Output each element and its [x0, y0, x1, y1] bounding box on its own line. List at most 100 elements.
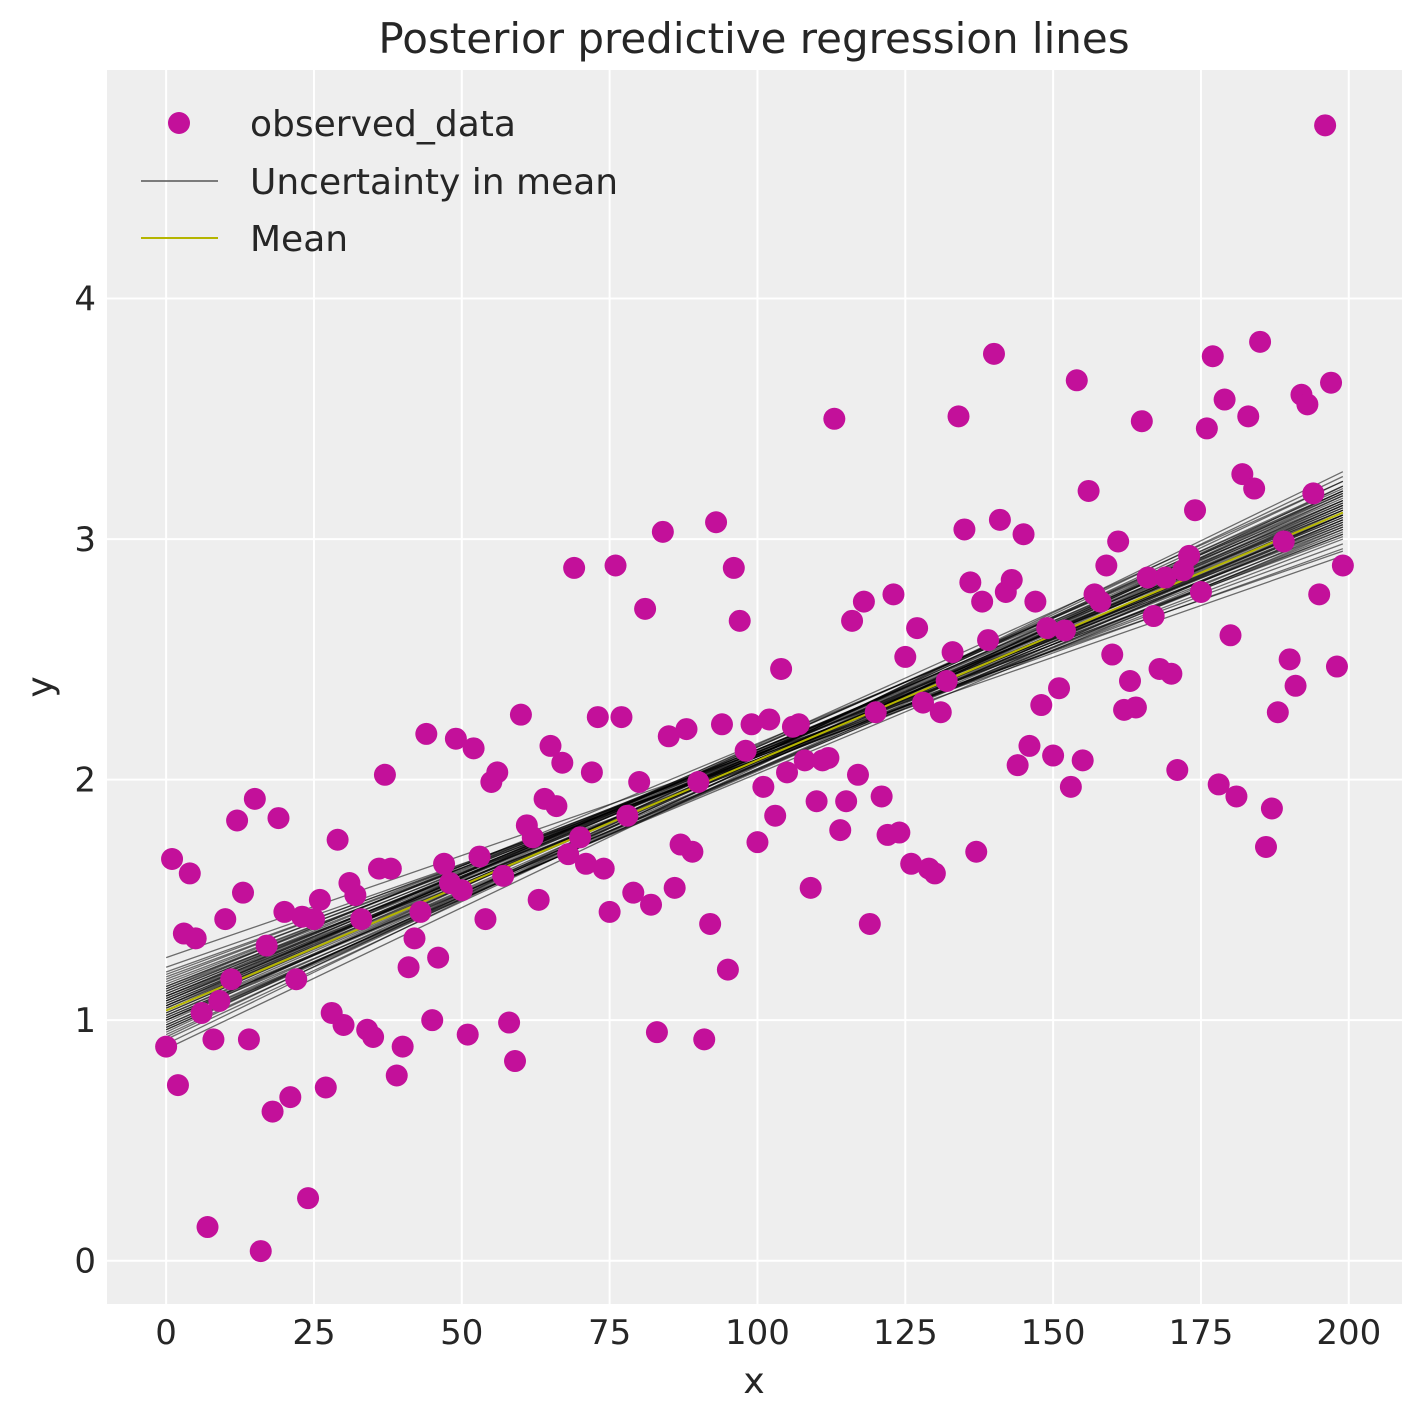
observed-point — [628, 771, 651, 794]
observed-point — [1225, 785, 1248, 808]
observed-point — [681, 840, 704, 863]
grid-lines — [107, 70, 1402, 1304]
observed-point — [651, 520, 674, 543]
x-tick-label: 150 — [1021, 1313, 1086, 1353]
observed-point — [1302, 482, 1325, 505]
legend-mean-label: Mean — [250, 219, 348, 260]
observed-point — [640, 893, 663, 916]
observed-point — [314, 1076, 337, 1099]
observed-point — [1254, 835, 1277, 858]
observed-point — [1154, 566, 1177, 589]
observed-point — [734, 739, 757, 762]
observed-point — [699, 912, 722, 935]
observed-point — [166, 1074, 189, 1097]
observed-point — [574, 852, 597, 875]
observed-point — [551, 751, 574, 774]
observed-point — [604, 554, 627, 577]
observed-point — [929, 701, 952, 724]
observed-point — [1042, 744, 1065, 767]
y-tick-label: 2 — [74, 761, 96, 801]
observed-point — [580, 761, 603, 784]
observed-point — [391, 1035, 414, 1058]
observed-point — [722, 556, 745, 579]
y-axis-label: y — [20, 676, 61, 697]
observed-point — [1320, 371, 1343, 394]
y-tick-label: 4 — [74, 280, 96, 320]
observed-point — [817, 746, 840, 769]
observed-point — [344, 884, 367, 907]
observed-point — [610, 706, 633, 729]
observed-point — [421, 1009, 444, 1032]
observed-point — [764, 804, 787, 827]
observed-point — [285, 968, 308, 991]
observed-point — [504, 1050, 527, 1073]
observed-point — [705, 511, 728, 534]
observed-point — [634, 597, 657, 620]
x-tick-label: 0 — [155, 1313, 177, 1353]
observed-point — [1059, 775, 1082, 798]
observed-point — [196, 1216, 219, 1239]
observed-point — [1018, 734, 1041, 757]
observed-point — [509, 703, 532, 726]
observed-point — [687, 771, 710, 794]
observed-point — [1077, 479, 1100, 502]
observed-point — [1178, 544, 1201, 567]
observed-point — [1166, 758, 1189, 781]
observed-point — [900, 852, 923, 875]
observed-point — [249, 1240, 272, 1263]
observed-point — [752, 775, 775, 798]
observed-point — [456, 1023, 479, 1046]
observed-point — [728, 609, 751, 632]
x-tick-label: 75 — [588, 1313, 631, 1353]
observed-point — [161, 847, 184, 870]
observed-point — [793, 749, 816, 772]
observed-point — [1160, 662, 1183, 685]
observed-point — [450, 879, 473, 902]
observed-point — [521, 826, 544, 849]
observed-point — [657, 725, 680, 748]
observed-point — [178, 862, 201, 885]
observed-point — [563, 556, 586, 579]
observed-point — [1184, 499, 1207, 522]
observed-point — [332, 1013, 355, 1036]
observed-point — [799, 876, 822, 899]
observed-point — [326, 828, 349, 851]
observed-point — [427, 946, 450, 969]
observed-point — [397, 956, 420, 979]
observed-point — [823, 407, 846, 430]
observed-point — [302, 908, 325, 931]
observed-point — [267, 807, 290, 830]
observed-point — [906, 617, 929, 640]
observed-point — [243, 787, 266, 810]
observed-point — [645, 1021, 668, 1044]
observed-point — [941, 641, 964, 664]
observed-point — [545, 795, 568, 818]
observed-point — [740, 713, 763, 736]
observed-point — [1314, 114, 1337, 137]
observed-point — [1325, 655, 1348, 678]
observed-point — [1189, 580, 1212, 603]
observed-point — [888, 821, 911, 844]
observed-point — [1195, 417, 1218, 440]
observed-point — [592, 857, 615, 880]
observed-point — [1095, 554, 1118, 577]
observed-point — [486, 761, 509, 784]
observed-point — [237, 1028, 260, 1051]
observed-point — [220, 968, 243, 991]
observed-point — [1000, 568, 1023, 591]
x-tick-label: 25 — [292, 1313, 335, 1353]
observed-point — [935, 669, 958, 692]
x-tick-label: 100 — [725, 1313, 790, 1353]
observed-point — [912, 691, 935, 714]
observed-point — [474, 908, 497, 931]
observed-point — [716, 958, 739, 981]
observed-point — [616, 804, 639, 827]
observed-point — [1118, 669, 1141, 692]
legend-observed-marker — [168, 112, 190, 134]
observed-point — [1260, 797, 1283, 820]
observed-point — [1124, 696, 1147, 719]
legend-observed-label: observed_data — [250, 104, 516, 145]
observed-point — [557, 843, 580, 866]
observed-point — [1296, 393, 1319, 416]
